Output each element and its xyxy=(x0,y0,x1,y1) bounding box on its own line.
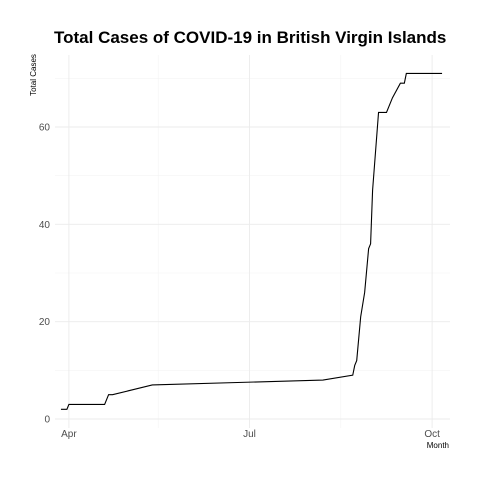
major-gridlines xyxy=(55,55,450,428)
x-axis-ticks: Apr Jul Oct xyxy=(61,429,440,440)
minor-gridlines xyxy=(55,55,450,428)
x-axis-title: Month xyxy=(427,441,449,450)
x-tick-label: Oct xyxy=(424,429,440,440)
y-tick-label: 0 xyxy=(44,415,50,426)
x-tick-label: Apr xyxy=(61,429,77,440)
chart-title: Total Cases of COVID-19 in British Virgi… xyxy=(54,28,446,47)
x-tick-label: Jul xyxy=(243,429,256,440)
y-axis-ticks: 0 20 40 60 xyxy=(39,123,51,426)
y-tick-label: 40 xyxy=(39,220,51,231)
y-tick-label: 20 xyxy=(39,317,51,328)
y-tick-label: 60 xyxy=(39,123,51,134)
y-axis-title: Total Cases xyxy=(29,54,38,96)
total-cases-line xyxy=(60,72,443,410)
